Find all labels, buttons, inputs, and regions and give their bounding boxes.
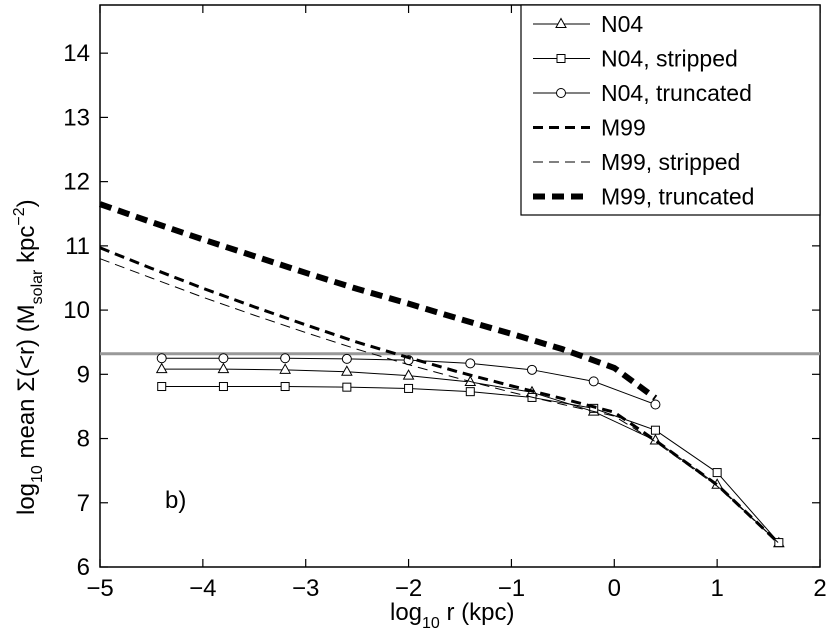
legend-marker: [555, 17, 567, 28]
x-tick-label: −1: [498, 575, 525, 602]
x-tick-label: −2: [395, 575, 422, 602]
data-point: [342, 382, 352, 392]
y-tick-label: 9: [77, 361, 90, 388]
data-point: [156, 353, 167, 364]
data-point: [218, 353, 229, 364]
series-line: [99, 246, 780, 545]
y-axis-label-log: log: [13, 483, 40, 515]
legend-label: M99: [601, 115, 646, 141]
data-point: [280, 353, 291, 364]
y-tick-label: 14: [63, 40, 90, 67]
data-point: [774, 538, 784, 548]
data-point: [465, 358, 476, 369]
y-axis-label-mean: mean Σ(<r) (M: [13, 304, 40, 465]
legend-label: N04: [601, 11, 643, 37]
series-1: [157, 382, 784, 548]
data-point: [218, 382, 228, 392]
y-axis-label-log-sub: 10: [29, 465, 46, 483]
legend-label: N04, truncated: [601, 80, 752, 106]
series-line: [99, 258, 780, 544]
y-tick-label: 10: [63, 297, 90, 324]
data-point: [712, 468, 722, 478]
data-point: [155, 362, 168, 374]
data-point: [465, 387, 475, 397]
data-point: [402, 369, 415, 380]
legend-label: M99, truncated: [601, 184, 754, 210]
series-line: [99, 201, 658, 401]
data-point: [588, 376, 599, 387]
data-point: [157, 382, 167, 392]
y-axis-label: log10 mean Σ(<r) (Msolar kpc−2): [11, 199, 46, 515]
data-point: [404, 383, 414, 393]
data-point: [341, 365, 353, 376]
y-tick-label: 8: [77, 426, 90, 453]
y-tick-label: 12: [63, 169, 90, 196]
panel-annotation: b): [165, 487, 186, 514]
y-axis-label-solar-sub: solar: [29, 269, 46, 304]
x-tick-label: −4: [189, 575, 216, 602]
legend-marker: [556, 88, 566, 98]
y-tick-label: 13: [63, 104, 90, 131]
data-point: [650, 425, 660, 435]
legend-box: [520, 4, 821, 216]
legend-entries: N04 N04, stripped N04, truncated M99 M99, st…: [533, 11, 754, 210]
y-axis-label-close: ): [13, 199, 40, 207]
legend-marker: [556, 54, 566, 63]
series-4: [99, 258, 780, 544]
data-point: [527, 364, 537, 375]
x-tick-label: 0: [608, 575, 621, 602]
y-tick-label: 11: [65, 233, 90, 260]
x-axis-label-sub: 10: [422, 615, 440, 632]
data-point: [279, 363, 291, 374]
x-tick-label: 2: [813, 575, 826, 602]
x-axis-label-log: log: [390, 599, 422, 626]
series-2: [156, 353, 661, 410]
y-axis-label-kpc: kpc: [13, 226, 40, 270]
data-point: [341, 353, 352, 364]
x-tick-label: −3: [292, 575, 319, 602]
y-axis-label-kpc-sup: −2: [11, 207, 28, 225]
x-tick-label: 1: [710, 575, 723, 602]
legend-label: N04, stripped: [601, 46, 738, 72]
data-point: [217, 362, 230, 374]
series-5: [99, 201, 658, 401]
y-tick-label: 6: [77, 554, 90, 581]
data-point: [650, 399, 661, 410]
series-3: [99, 246, 780, 545]
x-axis-label-rest: r (kpc): [440, 599, 515, 626]
y-tick-label: 7: [77, 490, 90, 517]
data-point: [280, 382, 290, 392]
legend-label: M99, stripped: [601, 149, 740, 175]
x-axis-label: log10 r (kpc): [390, 599, 515, 632]
legend: N04 N04, stripped N04, truncated M99 M99, st…: [520, 4, 821, 216]
series-layer: [99, 201, 785, 548]
x-tick-label: −5: [86, 575, 113, 602]
